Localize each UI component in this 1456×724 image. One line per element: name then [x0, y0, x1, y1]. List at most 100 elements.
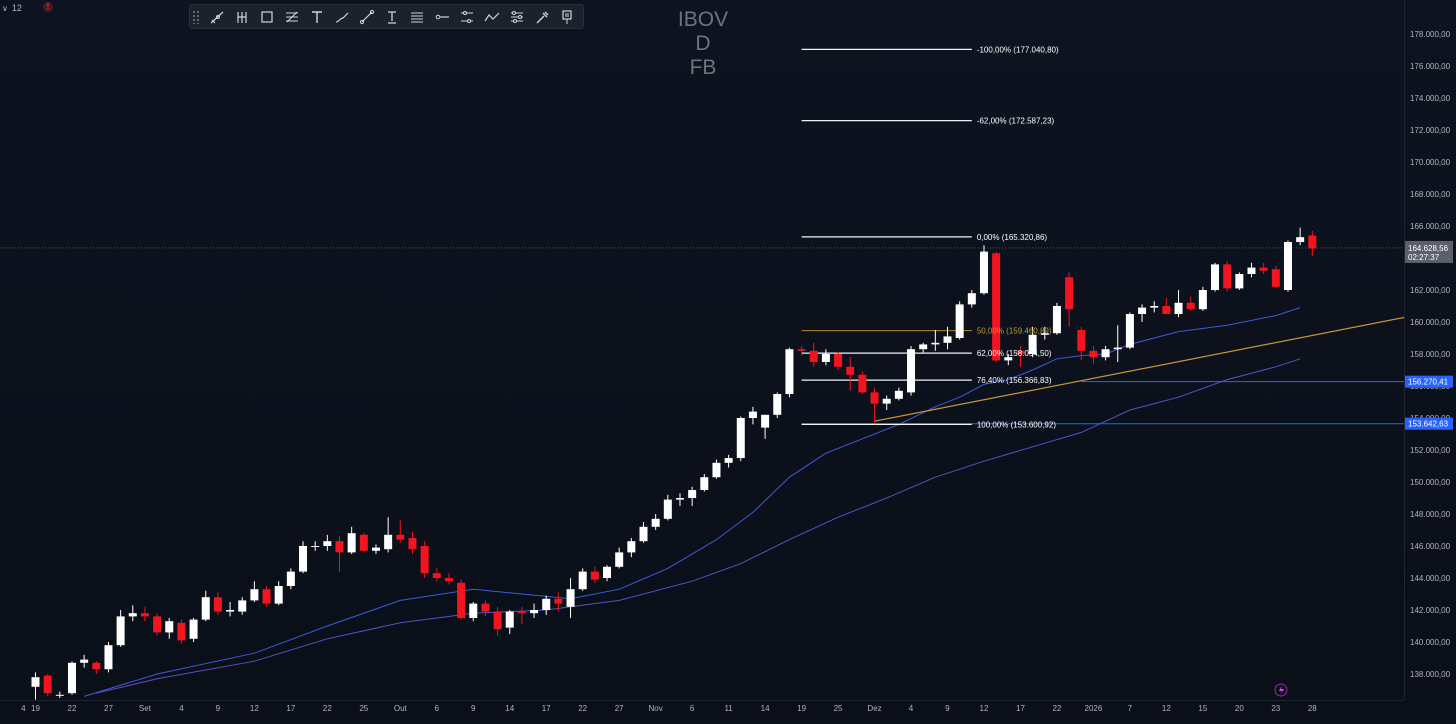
anchored-text-icon — [387, 10, 396, 24]
trend-angle-tool-button[interactable] — [204, 6, 229, 28]
fib-level-label: 0,00% (165.320,86) — [977, 233, 1048, 242]
fib-level-label: -100,00% (177.040,80) — [977, 45, 1059, 54]
price-axis-tick-label: 146.000,00 — [1410, 542, 1451, 551]
price-tag-label: 153.642,63 — [1408, 420, 1449, 429]
candle-body — [1052, 306, 1061, 334]
candle — [1271, 266, 1280, 289]
drag-handle-icon[interactable] — [192, 9, 200, 24]
candle-body — [201, 597, 210, 620]
candle-body — [603, 566, 612, 578]
price-range-tool-button[interactable] — [454, 6, 479, 28]
candle — [992, 251, 1001, 362]
anchored-text-tool-button[interactable] — [379, 6, 404, 28]
candle — [603, 565, 612, 582]
candle — [675, 493, 684, 506]
time-axis-tick-label: 28 — [1308, 704, 1317, 713]
candle — [554, 592, 563, 612]
rectangle-tool-button[interactable] — [254, 6, 279, 28]
candle — [153, 613, 162, 636]
time-axis-tick-label: 22 — [323, 704, 332, 713]
candle — [858, 371, 867, 394]
pitchfork-tool-button[interactable] — [229, 6, 254, 28]
candle — [1052, 302, 1061, 335]
candle — [1138, 304, 1147, 322]
candle-body — [530, 610, 539, 614]
candle — [55, 691, 64, 698]
candle — [809, 342, 818, 367]
candle-body — [797, 349, 806, 351]
candle — [1259, 262, 1268, 274]
candle-body — [67, 662, 76, 694]
time-axis-tick-label: Nov — [649, 704, 663, 713]
candle-body — [177, 622, 186, 641]
candle — [639, 522, 648, 543]
candle — [359, 533, 368, 553]
candle-body — [286, 571, 295, 586]
candle — [1296, 227, 1305, 246]
candle-body — [1174, 302, 1183, 314]
candle-body — [1113, 347, 1122, 350]
candle — [1028, 326, 1037, 358]
eyedropper-tool-button[interactable] — [529, 6, 554, 28]
candle-body — [1101, 349, 1110, 358]
text-tool-button[interactable] — [304, 6, 329, 28]
candle-body — [31, 677, 40, 687]
candle-body — [846, 366, 855, 375]
interval-selector[interactable]: ∨ 12 — [2, 1, 22, 15]
candle — [615, 547, 624, 569]
parallel-channel-tool-button[interactable] — [404, 6, 429, 28]
candle-body — [420, 546, 429, 574]
price-axis-tick-label: 144.000,00 — [1410, 574, 1451, 583]
date-price-range-tool-button[interactable] — [504, 6, 529, 28]
candle — [262, 586, 271, 607]
watermark-symbol: IBOV — [677, 8, 729, 31]
candle — [432, 568, 441, 582]
candle — [165, 618, 174, 639]
horizontal-ray-tool-button[interactable] — [429, 6, 454, 28]
trendline — [874, 316, 1404, 422]
candle-body — [1235, 274, 1244, 289]
path-tool-button[interactable] — [479, 6, 504, 28]
candle — [590, 566, 599, 583]
candle-body — [1247, 267, 1256, 274]
fib-level-label: -62,00% (172.587,23) — [977, 117, 1055, 126]
candle — [43, 674, 52, 697]
price-axis-tick-label: 178.000,00 — [1410, 30, 1451, 39]
candle-body — [335, 541, 344, 553]
candle — [505, 610, 514, 634]
candle-body — [1186, 302, 1195, 310]
candle — [894, 387, 903, 401]
candle-body — [955, 304, 964, 338]
fib-retracement-tool-button[interactable] — [279, 6, 304, 28]
time-axis-tick-label: 27 — [615, 704, 624, 713]
candle — [870, 387, 879, 423]
time-axis-tick-label: 12 — [980, 704, 989, 713]
time-axis-tick-label: Dez — [867, 704, 881, 713]
price-axis-tick-label: 140.000,00 — [1410, 638, 1451, 647]
candle — [274, 581, 283, 606]
time-axis-tick-label: 25 — [834, 704, 843, 713]
pin-tool-button[interactable] — [554, 6, 579, 28]
candle — [444, 573, 453, 585]
alert-icon[interactable]: ! — [43, 2, 53, 12]
candle-body — [821, 354, 830, 362]
candle — [1077, 326, 1086, 361]
horizontal-ray-icon — [435, 14, 449, 19]
candle-body — [444, 578, 453, 582]
candle — [1004, 354, 1013, 366]
candle-body — [615, 552, 624, 567]
time-axis-tick-label: 23 — [1271, 704, 1280, 713]
brush-tool-button[interactable] — [329, 6, 354, 28]
candle-body — [651, 518, 660, 527]
candle — [773, 392, 782, 418]
lightning-icon-ring — [1274, 683, 1288, 697]
trend-line-tool-button[interactable] — [354, 6, 379, 28]
time-axis-tick-label: 4 — [179, 704, 184, 713]
candle-body — [931, 342, 940, 345]
candle-body — [724, 458, 733, 463]
candle-body — [457, 582, 466, 618]
time-axis-tick-label: 22 — [68, 704, 77, 713]
candle — [1174, 290, 1183, 318]
